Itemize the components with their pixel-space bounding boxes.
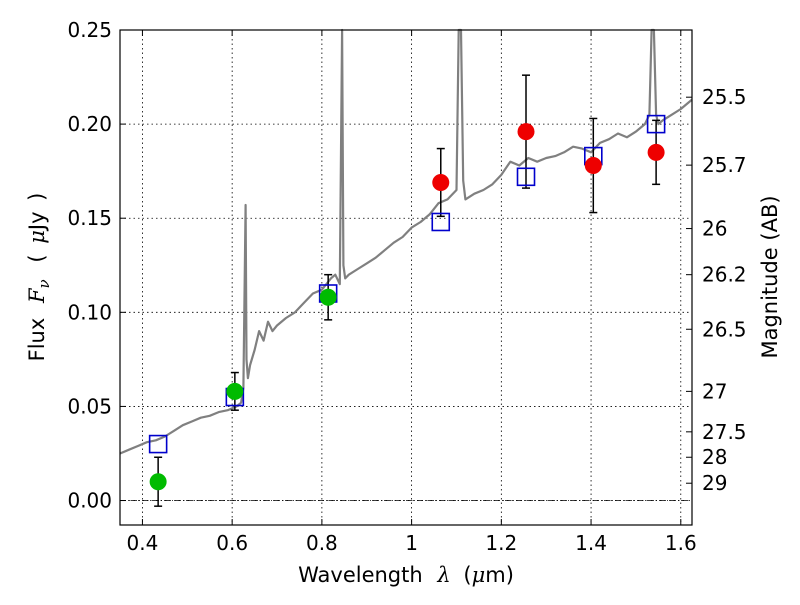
x-axis-label-unit-mu: μ (472, 563, 486, 587)
y-axis-label-unit-close: ) (25, 193, 49, 201)
y2-tick-label: 27.5 (702, 420, 747, 444)
model-band-square (431, 212, 451, 232)
x-axis-label: Wavelength λ (μm) (298, 563, 514, 587)
model-spectrum-line (119, 28, 693, 455)
y-axis-label-subscript: ν (35, 279, 53, 288)
photometry-point (584, 157, 602, 175)
y-axis-label-symbol: F (25, 287, 49, 304)
x-tick-label: 1.4 (575, 531, 607, 555)
x-tick-label: 0.8 (306, 531, 338, 555)
y-axis-label-unit-open: ( (25, 254, 49, 262)
model-band-square (148, 434, 168, 454)
y2-axis-label: Magnitude (AB) (758, 195, 782, 358)
y-axis-label-prefix: Flux (25, 318, 49, 362)
photometry-point (149, 473, 167, 491)
y2-tick-label: 25.5 (702, 85, 747, 109)
y-axis-label-unit-rest: Jy (25, 211, 49, 232)
grid-layer (120, 29, 692, 525)
x-tick-label: 0.4 (127, 531, 159, 555)
y-tick-label: 0.15 (67, 206, 112, 230)
x-axis-label-unit-open: ( (463, 563, 471, 587)
plot-frame (119, 29, 693, 526)
x-tick-label: 1.6 (665, 531, 697, 555)
y2-tick-label: 28 (702, 445, 727, 469)
y2-tick-label: 26 (702, 217, 727, 241)
x-axis-label-prefix: Wavelength (298, 563, 423, 587)
photometry-point (319, 288, 337, 306)
x-tick-label: 0.6 (216, 531, 248, 555)
y-tick-label: 0.20 (67, 112, 112, 136)
y-tick-label: 0.00 (67, 489, 112, 513)
photometry-point (517, 123, 535, 141)
y2-tick-label: 26.2 (702, 263, 747, 287)
y-axis-label: Flux Fν ( μJy ) (25, 193, 54, 362)
x-axis-label-unit-rest: m) (485, 563, 514, 587)
x-tick-label: 1 (405, 531, 418, 555)
model-band-square (646, 114, 666, 134)
y-axis-label-unit-mu: μ (25, 230, 49, 244)
photometry-point (432, 173, 450, 191)
y2-tick-label: 29 (702, 471, 727, 495)
photometry-point (647, 143, 665, 161)
spectrum-layer (119, 28, 693, 455)
y-tick-label: 0.25 (67, 18, 112, 42)
y-tick-label: 0.05 (67, 394, 112, 418)
y-tick-label: 0.10 (67, 300, 112, 324)
y2-tick-label: 26.5 (702, 317, 747, 341)
errorbar-layer (154, 74, 661, 507)
model-band-square (516, 167, 536, 187)
x-tick-label: 1.2 (485, 531, 517, 555)
tick-layer: 0.4 0.6 0.8 1 1.2 1.4 1.6 0.00 0.05 0.10 0.15 0.20 0… (67, 18, 746, 555)
photometry-point (226, 382, 244, 400)
marker-layer (148, 114, 666, 491)
y2-tick-label: 25.7 (702, 153, 747, 177)
x-axis-label-symbol: λ (436, 563, 450, 587)
y2-tick-label: 27 (702, 379, 727, 403)
